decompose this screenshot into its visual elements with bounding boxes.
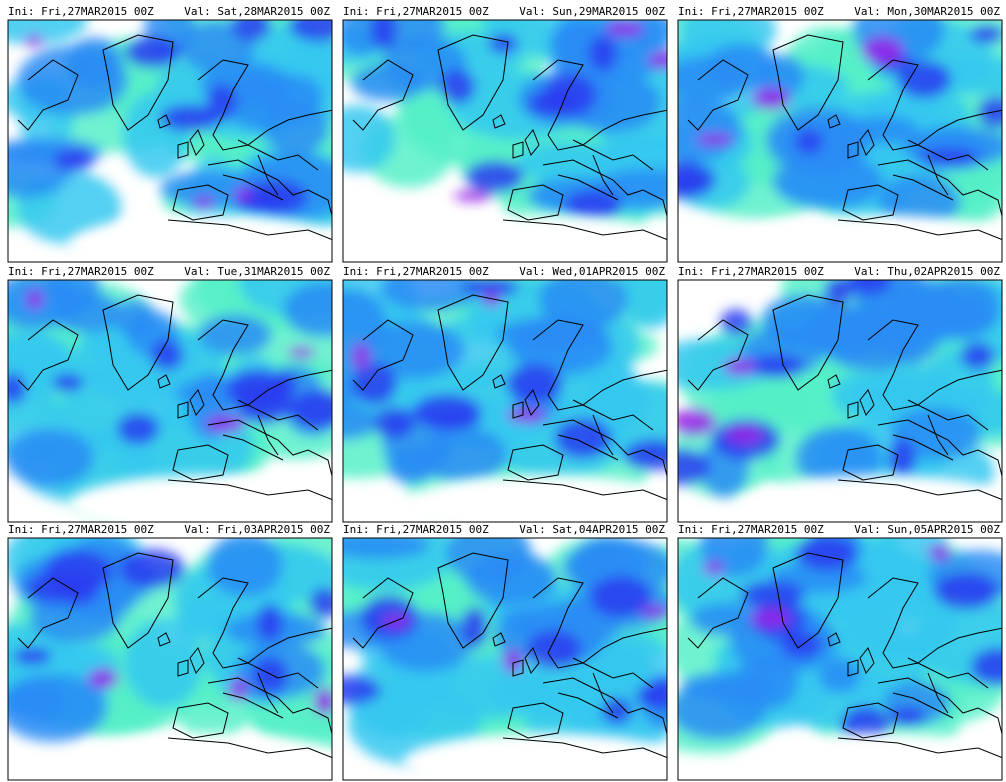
init-time: Ini: Fri,27MAR2015 00Z (8, 523, 154, 536)
forecast-map (343, 538, 667, 780)
valid-time: Val: Wed,01APR2015 00Z (519, 265, 665, 278)
valid-time: Val: Thu,02APR2015 00Z (854, 265, 1000, 278)
forecast-map (343, 280, 667, 522)
valid-time: Val: Sun,29MAR2015 00Z (519, 5, 665, 18)
forecast-map (343, 20, 667, 262)
init-time: Ini: Fri,27MAR2015 00Z (343, 523, 489, 536)
init-time: Ini: Fri,27MAR2015 00Z (678, 523, 824, 536)
valid-time: Val: Sat,28MAR2015 00Z (184, 5, 330, 18)
valid-time: Val: Mon,30MAR2015 00Z (854, 5, 1000, 18)
forecast-map (8, 20, 332, 262)
forecast-map (8, 538, 332, 780)
init-time: Ini: Fri,27MAR2015 00Z (343, 5, 489, 18)
init-time: Ini: Fri,27MAR2015 00Z (8, 5, 154, 18)
forecast-map (678, 20, 1002, 262)
map-frame (677, 19, 1003, 263)
map-frame (677, 537, 1003, 781)
forecast-map (678, 538, 1002, 780)
valid-time: Val: Fri,03APR2015 00Z (184, 523, 330, 536)
valid-time: Val: Sun,05APR2015 00Z (854, 523, 1000, 536)
map-frame (342, 537, 668, 781)
init-time: Ini: Fri,27MAR2015 00Z (678, 5, 824, 18)
map-frame (7, 279, 333, 523)
valid-time: Val: Sat,04APR2015 00Z (519, 523, 665, 536)
map-frame (342, 19, 668, 263)
map-frame (677, 279, 1003, 523)
map-frame (342, 279, 668, 523)
init-time: Ini: Fri,27MAR2015 00Z (343, 265, 489, 278)
map-frame (7, 19, 333, 263)
valid-time: Val: Tue,31MAR2015 00Z (184, 265, 330, 278)
forecast-map (8, 280, 332, 522)
init-time: Ini: Fri,27MAR2015 00Z (8, 265, 154, 278)
init-time: Ini: Fri,27MAR2015 00Z (678, 265, 824, 278)
forecast-map (678, 280, 1002, 522)
map-frame (7, 537, 333, 781)
